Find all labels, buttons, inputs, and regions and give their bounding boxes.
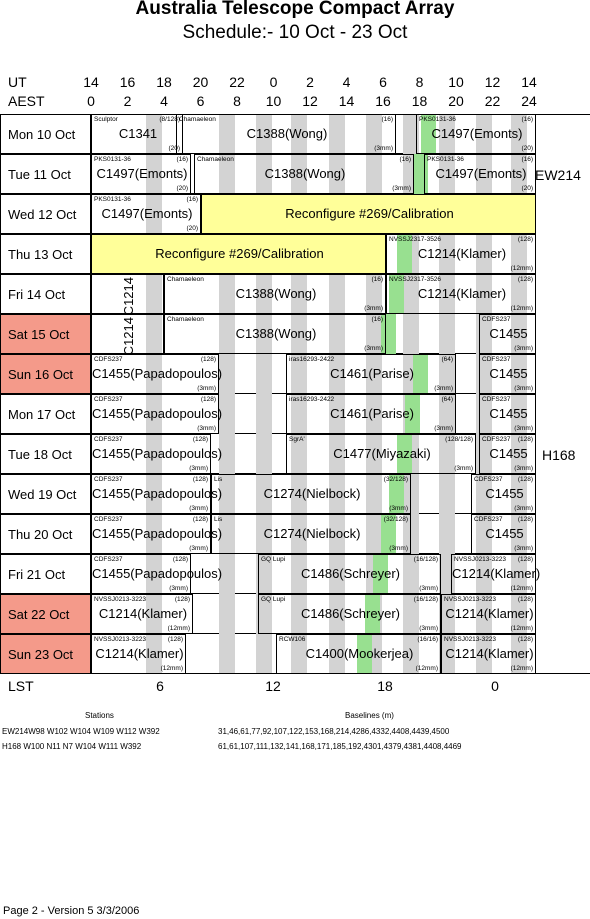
- ut-tick: 0: [259, 74, 289, 90]
- stations-title: Stations: [85, 711, 114, 720]
- aest-tick: 14: [332, 93, 362, 109]
- aest-tick: 4: [149, 93, 179, 109]
- aest-tick: 22: [478, 93, 508, 109]
- stations-row-2: H168 W100 N11 N7 W104 W111 W392: [2, 742, 141, 751]
- lst-tick: 6: [145, 678, 175, 694]
- page-footer: Page 2 - Version 5 3/3/2006: [3, 905, 139, 917]
- ut-tick: 16: [113, 74, 143, 90]
- grid-border: [0, 114, 536, 674]
- aest-tick: 20: [441, 93, 471, 109]
- baselines-title: Baselines (m): [345, 711, 394, 720]
- ut-tick: 4: [332, 74, 362, 90]
- aest-tick: 6: [186, 93, 216, 109]
- aest-tick: 24: [514, 93, 544, 109]
- stations-row-1: EW214W98 W102 W104 W109 W112 W392: [2, 727, 160, 736]
- aest-tick: 8: [222, 93, 252, 109]
- ut-tick: 10: [441, 74, 471, 90]
- aest-tick: 12: [295, 93, 325, 109]
- lst-tick: 0: [480, 678, 510, 694]
- aest-tick: 0: [76, 93, 106, 109]
- schedule-grid: Mon 10 Oct Tue 11 Oct Wed 12 Oct Thu 13 Oct…: [0, 114, 590, 674]
- baselines-row-2: 61,61,107,111,132,141,168,171,185,192,43…: [218, 742, 462, 751]
- config-column: [536, 114, 590, 674]
- baselines-row-1: 31,46,61,77,92,107,122,153,168,214,4286,…: [218, 727, 449, 736]
- page-title: Australia Telescope Compact Array: [0, 0, 590, 20]
- lst-tick: 18: [370, 678, 400, 694]
- aest-tick: 16: [368, 93, 398, 109]
- lst-label: LST: [8, 678, 34, 694]
- ut-tick: 18: [149, 74, 179, 90]
- ut-tick: 14: [76, 74, 106, 90]
- lst-tick: 12: [258, 678, 288, 694]
- config-ew214: EW214: [535, 167, 581, 183]
- page-subtitle: Schedule:- 10 Oct - 23 Oct: [0, 22, 590, 44]
- aest-tick: 10: [259, 93, 289, 109]
- ut-tick: 22: [222, 74, 252, 90]
- ut-tick: 6: [368, 74, 398, 90]
- aest-tick: 18: [405, 93, 435, 109]
- aest-label: AEST: [8, 93, 45, 109]
- aest-tick: 2: [113, 93, 143, 109]
- config-h168: H168: [542, 447, 575, 463]
- ut-tick: 2: [295, 74, 325, 90]
- ut-tick: 14: [514, 74, 544, 90]
- ut-tick: 20: [186, 74, 216, 90]
- ut-label: UT: [8, 74, 27, 90]
- ut-tick: 12: [478, 74, 508, 90]
- ut-tick: 8: [405, 74, 435, 90]
